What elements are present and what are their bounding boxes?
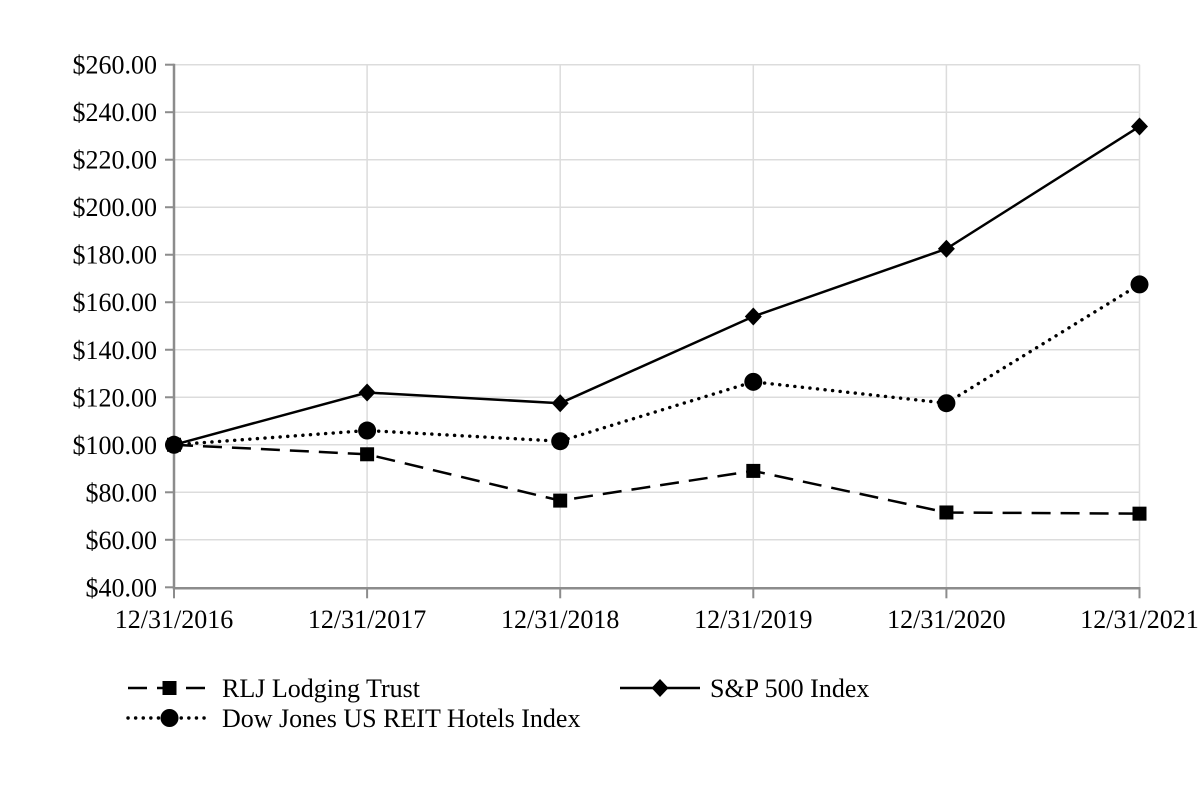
legend-label-rlj-lodging-trust: RLJ Lodging Trust (222, 674, 421, 703)
legend-swatch-marker-dow-jones-us-reit-hotels-index (160, 709, 179, 727)
marker-dow-jones-us-reit-hotels-index-12-31-2016 (165, 435, 183, 454)
marker-s-p-500-index-12-31-2018 (551, 394, 569, 413)
x-tick-label-12-31-2020: 12/31/2020 (887, 605, 1005, 634)
y-tick-label-80: $80.00 (86, 478, 158, 507)
marker-rlj-lodging-trust-12-31-2017 (360, 447, 375, 462)
marker-dow-jones-us-reit-hotels-index-12-31-2020 (937, 394, 956, 413)
series-line-rlj-lodging-trust (173, 443, 1140, 515)
y-tick-label-200: $200.00 (73, 193, 158, 222)
marker-s-p-500-index-12-31-2021 (1131, 117, 1148, 136)
y-tick-label-260: $260.00 (73, 51, 158, 80)
y-tick-label-220: $220.00 (73, 146, 158, 175)
marker-s-p-500-index-12-31-2020 (937, 239, 955, 258)
legend-swatch-marker-s-p-500-index (651, 679, 669, 697)
marker-rlj-lodging-trust-12-31-2019 (746, 463, 761, 478)
series-line-dow-jones-us-reit-hotels-index (172, 282, 1142, 447)
legend-swatch-marker-rlj-lodging-trust (162, 681, 177, 695)
y-tick-label-180: $180.00 (73, 241, 158, 270)
y-tick-label-40: $40.00 (86, 573, 158, 602)
marker-dow-jones-us-reit-hotels-index-12-31-2017 (358, 421, 377, 440)
y-tick-label-240: $240.00 (73, 98, 158, 127)
x-tick-label-12-31-2017: 12/31/2017 (308, 605, 426, 634)
marker-s-p-500-index-12-31-2017 (358, 383, 376, 402)
marker-rlj-lodging-trust-12-31-2018 (553, 493, 568, 508)
marker-dow-jones-us-reit-hotels-index-12-31-2018 (551, 432, 570, 451)
y-tick-label-60: $60.00 (86, 526, 158, 555)
marker-s-p-500-index-12-31-2019 (744, 307, 762, 326)
y-tick-label-100: $100.00 (73, 431, 158, 460)
marker-dow-jones-us-reit-hotels-index-12-31-2019 (744, 372, 763, 391)
x-tick-label-12-31-2016: 12/31/2016 (115, 605, 233, 634)
legend-label-s-p-500-index: S&P 500 Index (710, 674, 869, 703)
marker-dow-jones-us-reit-hotels-index-12-31-2021 (1130, 275, 1149, 294)
series-line-s-p-500-index (173, 125, 1141, 446)
marker-rlj-lodging-trust-12-31-2020 (939, 505, 954, 520)
x-tick-label-12-31-2019: 12/31/2019 (694, 605, 812, 634)
legend-label-dow-jones-us-reit-hotels-index: Dow Jones US REIT Hotels Index (222, 704, 580, 733)
y-tick-label-160: $160.00 (73, 288, 158, 317)
marker-rlj-lodging-trust-12-31-2021 (1132, 506, 1147, 521)
y-tick-label-140: $140.00 (73, 336, 158, 365)
x-tick-label-12-31-2018: 12/31/2018 (501, 605, 619, 634)
y-tick-label-120: $120.00 (73, 383, 158, 412)
x-tick-label-12-31-2021: 12/31/2021 (1080, 605, 1198, 634)
